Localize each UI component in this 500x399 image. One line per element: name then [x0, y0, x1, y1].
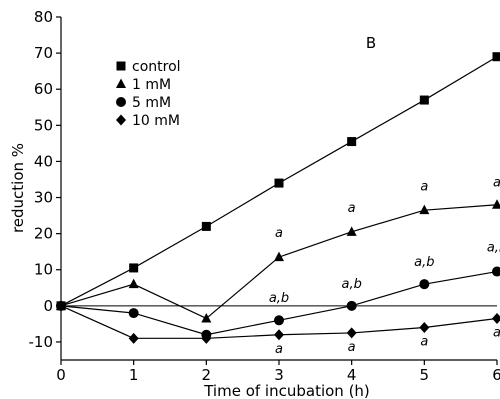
significance-label: a,b [341, 277, 361, 292]
plot-area [61, 17, 497, 360]
legend-entry-label: 1 mM [132, 77, 171, 93]
significance-label: a,b [487, 241, 500, 256]
data-point-10-mm [274, 329, 284, 340]
series-control [57, 52, 500, 310]
y-tick-label: 30 [34, 189, 53, 207]
data-point-1-mm [492, 199, 500, 209]
data-point-10-mm [492, 313, 500, 324]
x-tick-label: 6 [492, 366, 500, 384]
x-tick-label: 1 [129, 366, 139, 384]
legend-marker [116, 97, 126, 107]
y-tick-label: 70 [34, 44, 53, 62]
significance-label: a [275, 226, 283, 241]
significance-label: a [420, 179, 428, 194]
x-tick-label: 0 [56, 366, 66, 384]
data-point-10-mm [129, 333, 139, 344]
x-tick-label: 5 [420, 366, 430, 384]
significance-label: a [275, 342, 283, 357]
legend-marker [117, 62, 126, 71]
y-tick-label: 0 [43, 297, 53, 315]
y-tick-label: 10 [34, 261, 53, 279]
data-point-10-mm [347, 327, 357, 338]
y-tick-label: 60 [34, 80, 53, 98]
significance-label: a [493, 326, 500, 341]
legend-entry-label: control [132, 59, 181, 75]
data-point-5-mm [419, 279, 429, 289]
significance-label: a,b [269, 291, 289, 306]
annotation-layer: a a a a a,b a,b a,b a,b a a a a [269, 176, 500, 357]
data-point-control [420, 96, 429, 105]
legend-entry-label: 10 mM [132, 113, 180, 129]
data-point-5-mm [492, 267, 500, 277]
significance-label: a [348, 201, 356, 216]
y-tick-label: 40 [34, 152, 53, 170]
data-point-5-mm [347, 301, 357, 311]
significance-label: a [493, 176, 500, 191]
data-point-5-mm [274, 315, 284, 325]
data-point-1-mm [129, 279, 139, 289]
data-point-1-mm [201, 313, 211, 323]
legend-marker [116, 79, 126, 89]
y-tick-label: 80 [34, 8, 53, 26]
data-point-5-mm [129, 308, 139, 318]
y-tick-label: -10 [29, 333, 54, 351]
significance-label: a [420, 335, 428, 350]
significance-label: a [348, 340, 356, 355]
y-tick-label: 20 [34, 225, 53, 243]
data-point-control [493, 52, 500, 61]
panel-label: B [366, 34, 376, 52]
data-point-control [202, 222, 211, 231]
legend-marker [116, 115, 126, 126]
data-point-10-mm [419, 322, 429, 333]
x-axis-title: Time of incubation (h) [203, 382, 370, 399]
y-tick-label: 50 [34, 116, 53, 134]
legend: control 1 mM 5 mM 10 mM [116, 59, 181, 129]
significance-label: a,b [414, 255, 434, 270]
data-point-control [129, 263, 138, 272]
y-ticks: -10 0 10 20 30 40 50 60 70 80 [29, 8, 62, 351]
legend-entry-label: 5 mM [132, 95, 171, 111]
y-axis-title: reduction % [9, 143, 27, 233]
data-point-control [347, 137, 356, 146]
data-point-control [275, 179, 284, 188]
